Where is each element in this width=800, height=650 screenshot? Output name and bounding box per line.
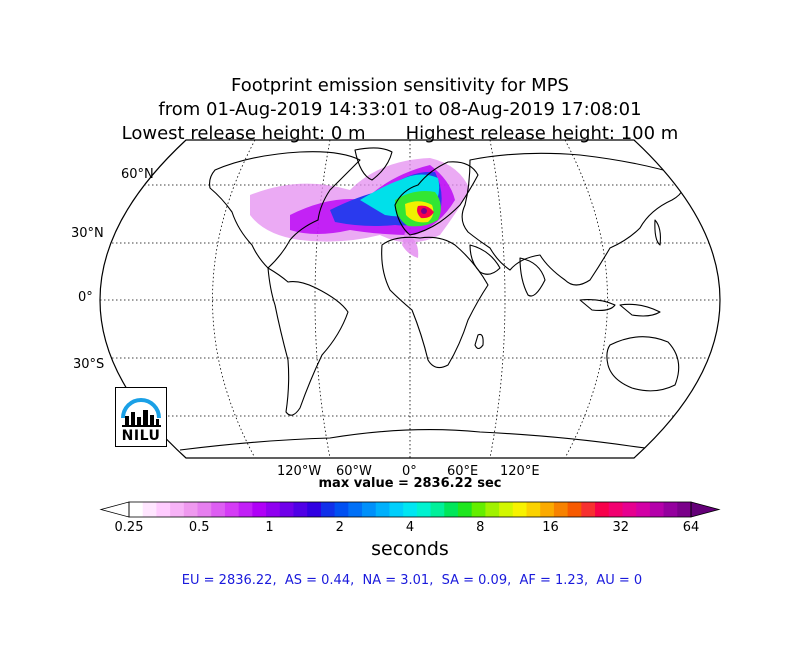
colorbar-tick-label: 16	[542, 520, 559, 535]
lat-label-30n: 30°N	[71, 226, 104, 241]
colorbar-cell	[170, 502, 185, 517]
nilu-logo-text: NILU	[121, 428, 161, 444]
colorbar-cell	[622, 502, 637, 517]
nilu-logo: NILU	[115, 387, 167, 447]
colorbar-tick-label: 1	[265, 520, 274, 535]
colorbar-tick-label: 2	[335, 520, 344, 535]
emission-sensitivity-plume	[250, 158, 470, 258]
colorbar-cell	[252, 502, 267, 517]
colorbar-cell	[471, 502, 486, 517]
colorbar-cell	[348, 502, 363, 517]
map-title: Footprint emission sensitivity for MPS f…	[0, 74, 800, 146]
title-line-3: Lowest release height: 0 m Highest relea…	[121, 123, 679, 144]
colorbar-outline	[128, 501, 692, 518]
nilu-logo-icon	[121, 398, 161, 427]
colorbar-tick-label: 0.5	[188, 520, 210, 535]
colorbar-cell	[307, 502, 322, 517]
lon-label-120e: 120°E	[500, 464, 540, 479]
map-boundary	[99, 139, 721, 459]
colorbar-cell	[238, 502, 253, 517]
colorbar-cell	[320, 502, 336, 517]
colorbar-extend-max	[690, 501, 721, 518]
colorbar-tick-label: 64	[682, 520, 700, 535]
colorbar-cell	[457, 502, 473, 517]
colorbar-cell	[129, 502, 144, 517]
max-value-label: max value = 2836.22 sec	[318, 476, 502, 491]
colorbar-cell	[649, 502, 665, 517]
colorbar-cell	[512, 502, 528, 517]
colorbar-tick-label: 0.25	[114, 520, 144, 535]
lon-label-60e: 60°E	[447, 464, 479, 479]
colorbar-cell	[142, 502, 158, 517]
colorbar-cell	[266, 502, 281, 517]
colorbar-cell	[499, 502, 514, 517]
colorbar-cell	[430, 502, 445, 517]
colorbar-cell	[526, 502, 541, 517]
colorbar-cell	[416, 502, 432, 517]
colorbar-cell	[581, 502, 596, 517]
colorbar-cell	[444, 502, 459, 517]
colorbar-cell	[156, 502, 171, 517]
colorbar-unit-label: seconds	[371, 538, 449, 560]
lon-label-0: 0°	[402, 464, 417, 479]
lat-label-30s: 30°S	[73, 357, 105, 372]
colorbar-cell	[183, 502, 199, 517]
colorbar-cell	[362, 502, 377, 517]
colorbar-cell	[334, 502, 349, 517]
colorbar-cell	[540, 502, 555, 517]
colorbar-cell	[375, 502, 391, 517]
lon-label-60w: 60°W	[336, 464, 372, 479]
colorbar-extend-min	[99, 501, 130, 518]
lat-label-equator: 0°	[78, 290, 93, 305]
colorbar-cell	[553, 502, 569, 517]
colorbar-cell	[636, 502, 651, 517]
colorbar-cell	[663, 502, 678, 517]
title-line-1: Footprint emission sensitivity for MPS	[231, 75, 569, 96]
region-summary: EU = 2836.22, AS = 0.44, NA = 3.01, SA =…	[181, 573, 643, 588]
colorbar-cell	[197, 502, 212, 517]
colorbar-cell	[608, 502, 624, 517]
colorbar-cell	[279, 502, 295, 517]
lon-label-120w: 120°W	[277, 464, 322, 479]
colorbar-cell	[595, 502, 610, 517]
colorbar-cell	[403, 502, 418, 517]
colorbar-tick-label: 4	[405, 520, 415, 535]
colorbar-cell	[485, 502, 500, 517]
title-line-2: from 01-Aug-2019 14:33:01 to 08-Aug-2019…	[158, 99, 642, 120]
colorbar-tick-label: 8	[476, 520, 485, 535]
colorbar-tick-label: 32	[612, 520, 630, 535]
colorbar-cell	[211, 502, 226, 517]
colorbar-cell	[224, 502, 240, 517]
colorbar-cell	[677, 502, 692, 517]
lat-label-60n: 60°N	[121, 167, 154, 182]
coastlines	[179, 147, 701, 456]
colorbar-cell	[567, 502, 582, 517]
colorbar-cell	[293, 502, 308, 517]
colorbar-cell	[389, 502, 404, 517]
